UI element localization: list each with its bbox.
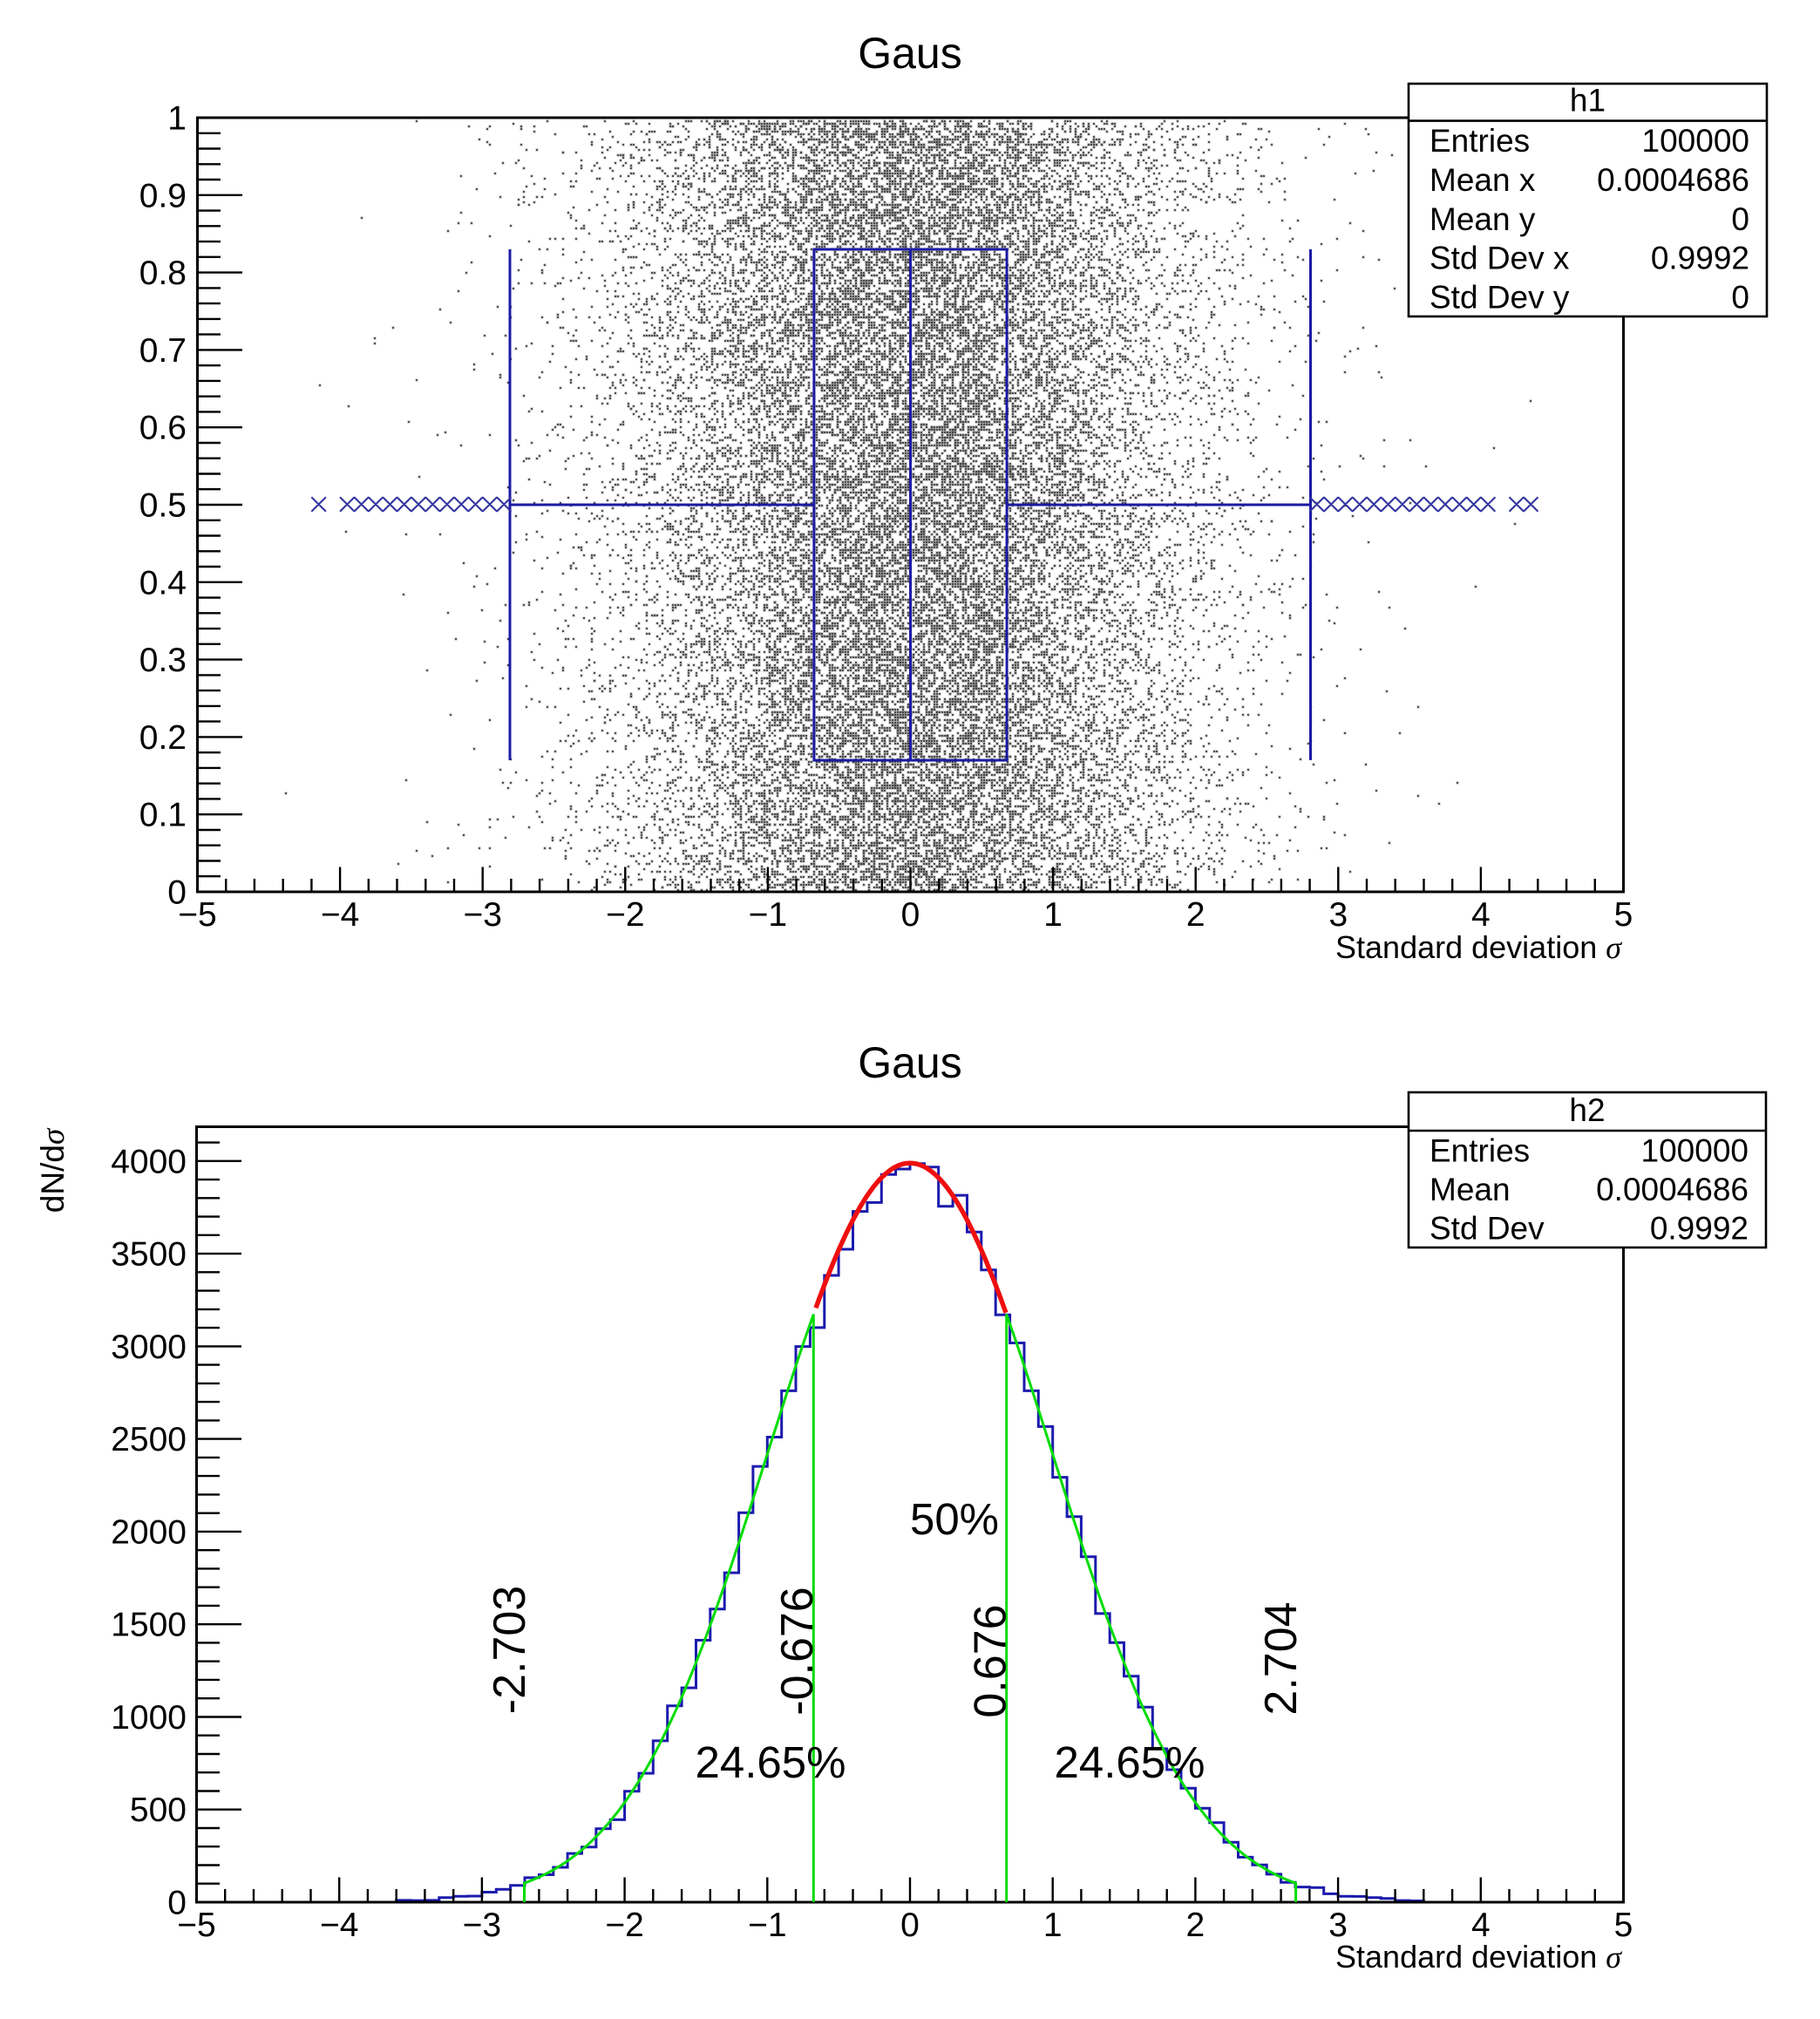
svg-text:−1: −1 <box>748 1907 786 1944</box>
svg-text:2.704: 2.704 <box>1256 1601 1307 1715</box>
svg-text:dN/dσ: dN/dσ <box>35 1127 71 1213</box>
svg-text:Gaus: Gaus <box>858 29 962 78</box>
svg-text:−4: −4 <box>320 1907 358 1944</box>
svg-text:0.9: 0.9 <box>139 177 187 214</box>
svg-text:0.7: 0.7 <box>139 332 187 370</box>
svg-text:Std Dev: Std Dev <box>1430 1211 1545 1247</box>
svg-text:0.9992: 0.9992 <box>1650 1211 1749 1247</box>
svg-text:4000: 4000 <box>111 1143 187 1180</box>
svg-text:4: 4 <box>1471 1907 1491 1944</box>
svg-text:Entries: Entries <box>1430 1132 1530 1168</box>
svg-text:−1: −1 <box>749 896 787 934</box>
svg-text:0.0004686: 0.0004686 <box>1596 1172 1749 1207</box>
svg-text:0: 0 <box>1731 280 1749 316</box>
svg-text:0.0004686: 0.0004686 <box>1597 162 1749 198</box>
svg-text:Entries: Entries <box>1430 123 1530 159</box>
svg-text:0.3: 0.3 <box>139 642 187 679</box>
svg-text:0.676: 0.676 <box>966 1604 1016 1717</box>
svg-text:0: 0 <box>901 896 920 934</box>
svg-text:24.65%: 24.65% <box>1055 1737 1205 1787</box>
svg-text:3000: 3000 <box>111 1329 187 1366</box>
svg-text:5: 5 <box>1614 896 1633 934</box>
svg-text:0: 0 <box>900 1907 920 1944</box>
svg-text:Mean x: Mean x <box>1430 162 1536 198</box>
svg-text:50%: 50% <box>910 1494 999 1544</box>
svg-text:1: 1 <box>167 100 187 138</box>
svg-text:Mean y: Mean y <box>1430 201 1536 237</box>
svg-text:−2: −2 <box>606 896 644 934</box>
svg-text:1: 1 <box>1043 1907 1063 1944</box>
svg-text:Std Dev x: Std Dev x <box>1430 241 1570 276</box>
svg-text:0.1: 0.1 <box>139 797 187 834</box>
svg-text:3: 3 <box>1328 1907 1348 1944</box>
svg-text:−4: −4 <box>321 896 359 934</box>
svg-text:2: 2 <box>1186 896 1205 934</box>
svg-text:−5: −5 <box>177 1907 215 1944</box>
svg-text:Mean: Mean <box>1430 1172 1511 1207</box>
svg-text:−5: −5 <box>178 896 216 934</box>
svg-text:24.65%: 24.65% <box>696 1737 846 1787</box>
svg-text:h2: h2 <box>1569 1092 1605 1128</box>
svg-text:100000: 100000 <box>1641 1132 1749 1168</box>
svg-text:500: 500 <box>130 1791 187 1829</box>
svg-text:-0.676: -0.676 <box>772 1587 823 1715</box>
svg-text:Gaus: Gaus <box>858 1038 962 1087</box>
svg-text:Std Dev y: Std Dev y <box>1430 280 1570 316</box>
svg-text:0.8: 0.8 <box>139 255 187 292</box>
svg-text:3: 3 <box>1328 896 1348 934</box>
svg-text:100000: 100000 <box>1642 123 1749 159</box>
svg-text:0: 0 <box>167 874 187 912</box>
svg-text:5: 5 <box>1614 1907 1633 1944</box>
svg-text:0.5: 0.5 <box>139 487 187 525</box>
svg-text:0: 0 <box>1731 201 1749 237</box>
svg-text:0.2: 0.2 <box>139 719 187 757</box>
svg-text:1500: 1500 <box>111 1607 187 1644</box>
svg-text:1000: 1000 <box>111 1699 187 1737</box>
svg-text:2500: 2500 <box>111 1421 187 1458</box>
svg-text:1: 1 <box>1043 896 1063 934</box>
svg-text:h1: h1 <box>1570 83 1606 119</box>
svg-text:−3: −3 <box>463 1907 501 1944</box>
svg-text:0.9992: 0.9992 <box>1651 241 1749 276</box>
svg-text:3500: 3500 <box>111 1236 187 1274</box>
svg-text:0.6: 0.6 <box>139 410 187 447</box>
svg-text:2000: 2000 <box>111 1513 187 1551</box>
svg-text:Standard deviation σ: Standard deviation σ <box>1335 1939 1622 1975</box>
svg-text:-2.703: -2.703 <box>485 1586 535 1714</box>
svg-text:2: 2 <box>1186 1907 1205 1944</box>
svg-text:0.4: 0.4 <box>139 564 187 602</box>
svg-text:−3: −3 <box>463 896 501 934</box>
svg-text:0: 0 <box>167 1885 187 1922</box>
svg-text:Standard deviation σ: Standard deviation σ <box>1335 929 1622 965</box>
svg-text:−2: −2 <box>605 1907 643 1944</box>
svg-text:4: 4 <box>1471 896 1491 934</box>
